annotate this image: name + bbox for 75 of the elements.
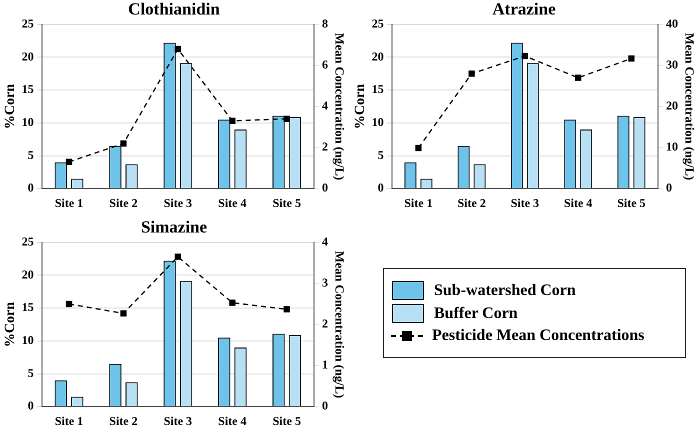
x-tick-label: Site 1 (54, 196, 84, 210)
point (415, 144, 422, 152)
point (120, 310, 127, 317)
y2-axis-title: Mean Concentration (ng/L) (332, 32, 346, 180)
point (120, 140, 127, 147)
y2-tick-label: 8 (322, 16, 328, 30)
y2-tick-label: 4 (322, 234, 328, 248)
y2-tick-label: 10 (666, 140, 678, 154)
x-tick-label: Site 4 (564, 196, 592, 210)
x-tick-label: Site 3 (164, 414, 192, 428)
chart-title: Clothianidin (128, 0, 220, 19)
y2-axis-title: Mean Concentration (ng/L) (332, 250, 346, 398)
legend-label: Sub-watershed Corn (434, 282, 576, 300)
point (229, 118, 236, 124)
y-tick-label: 20 (372, 49, 384, 64)
y-axis-title: %Corn (3, 302, 18, 348)
point (522, 52, 528, 60)
y2-tick-label: 0 (322, 180, 328, 195)
point (284, 116, 290, 122)
y-tick-label: 0 (28, 398, 34, 413)
x-tick-label: Site 4 (218, 196, 247, 210)
point (174, 254, 182, 260)
point (229, 300, 236, 306)
y2-tick-label: 30 (666, 58, 678, 72)
y-tick-label: 25 (372, 16, 384, 30)
legend-label: Buffer Corn (434, 304, 518, 322)
x-tick-label: Site 4 (218, 414, 247, 428)
x-tick-label: Site 2 (109, 414, 138, 428)
legend-label: Pesticide Mean Concentrations (432, 327, 644, 345)
y2-tick-label: 40 (666, 16, 678, 30)
y2-tick-label: 2 (322, 316, 328, 331)
y-tick-label: 10 (22, 115, 34, 130)
x-tick-label: Site 3 (510, 196, 540, 210)
y-tick-label: 15 (372, 82, 384, 96)
y2-tick-label: 0 (666, 180, 672, 195)
y2-tick-label: 6 (322, 58, 328, 72)
chart-title: Atrazine (492, 0, 556, 19)
chart-title: Simazine (140, 218, 208, 237)
y2-tick-label: 0 (322, 398, 328, 413)
y-axis-title: %Corn (353, 84, 368, 130)
y2-axis-title: Mean Concentration (ng/L) (682, 32, 696, 180)
y-tick-label: 20 (22, 267, 34, 282)
y-tick-label: 15 (22, 300, 34, 314)
y-tick-label: 5 (28, 366, 34, 380)
y2-tick-label: 4 (322, 98, 328, 113)
x-tick-label: Site 1 (54, 414, 84, 428)
y-tick-label: 15 (22, 82, 34, 96)
x-tick-label: Site 3 (164, 196, 192, 210)
y2-tick-label: 2 (322, 140, 328, 154)
point (174, 46, 182, 52)
x-tick-label: Site 2 (457, 196, 486, 210)
y-axis-title: %Corn (3, 84, 18, 130)
y-tick-label: 5 (378, 148, 384, 162)
y-tick-label: 0 (28, 180, 34, 195)
y-tick-label: 20 (22, 49, 34, 64)
point (66, 300, 72, 308)
y-tick-label: 25 (22, 234, 34, 248)
x-tick-label: Site 5 (272, 414, 301, 428)
y2-tick-label: 20 (666, 98, 678, 113)
x-tick-label: Site 2 (109, 196, 138, 210)
point (628, 55, 635, 62)
point (575, 74, 582, 81)
y-tick-label: 10 (372, 115, 384, 130)
x-tick-label: Site 1 (404, 196, 433, 210)
x-tick-label: Site 5 (272, 196, 301, 210)
y-tick-label: 0 (378, 180, 384, 195)
y-tick-label: 10 (22, 333, 34, 348)
x-tick-label: Site 5 (617, 196, 646, 210)
y2-tick-label: 1 (322, 358, 328, 372)
y-tick-label: 25 (22, 16, 34, 30)
y-tick-label: 5 (28, 148, 34, 162)
point (284, 306, 290, 312)
y2-tick-label: 3 (322, 276, 328, 290)
point (468, 70, 475, 77)
point (66, 158, 72, 166)
